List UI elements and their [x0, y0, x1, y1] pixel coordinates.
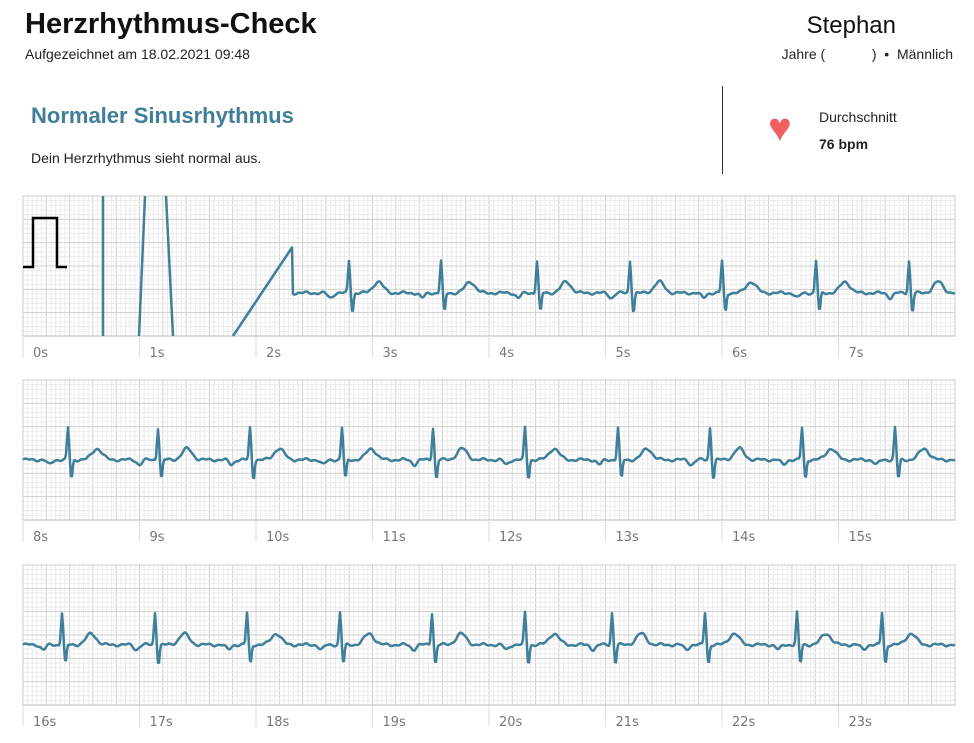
time-label: 17s: [150, 715, 174, 730]
time-label: 16s: [33, 715, 57, 730]
time-label: 1s: [150, 346, 165, 361]
time-label: 7s: [849, 346, 864, 361]
ecg-trace: [231, 246, 956, 337]
time-label: 9s: [150, 530, 165, 545]
recorded-date: Aufgezeichnet am 18.02.2021 09:48: [25, 46, 250, 62]
time-label: 23s: [849, 715, 873, 730]
ecg-trace: [22, 610, 956, 665]
time-label: 19s: [383, 715, 407, 730]
average-label: Durchschnitt: [819, 109, 897, 125]
time-label: 8s: [33, 530, 48, 545]
user-info: Jahre ( ) • Männlich: [781, 46, 953, 62]
time-label: 3s: [383, 346, 398, 361]
time-label: 21s: [616, 715, 640, 730]
ecg-trace: [22, 425, 956, 480]
time-label: 12s: [499, 530, 523, 545]
time-label: 13s: [616, 530, 640, 545]
page-title: Herzrhythmus-Check: [25, 8, 317, 40]
user-name: Stephan: [806, 12, 896, 39]
time-label: 14s: [732, 530, 756, 545]
result-description: Dein Herzrhythmus sieht normal aus.: [31, 150, 262, 166]
time-label: 4s: [499, 346, 514, 361]
divider: [722, 86, 723, 174]
calibration-pulse: [23, 216, 67, 269]
heart-icon: ♥: [768, 106, 792, 150]
time-label: 22s: [732, 715, 756, 730]
ecg-artifact: [137, 195, 147, 337]
time-label: 15s: [849, 530, 873, 545]
ecg-artifact: [164, 195, 175, 337]
time-label: 20s: [499, 715, 523, 730]
time-label: 11s: [383, 530, 407, 545]
result-title: Normaler Sinusrhythmus: [31, 103, 294, 128]
time-label: 2s: [266, 346, 281, 361]
time-label: 6s: [732, 346, 747, 361]
time-label: 5s: [616, 346, 631, 361]
average-value: 76 bpm: [819, 136, 869, 152]
time-label: 10s: [266, 530, 290, 545]
time-label: 18s: [266, 715, 290, 730]
time-label: 0s: [33, 346, 48, 361]
